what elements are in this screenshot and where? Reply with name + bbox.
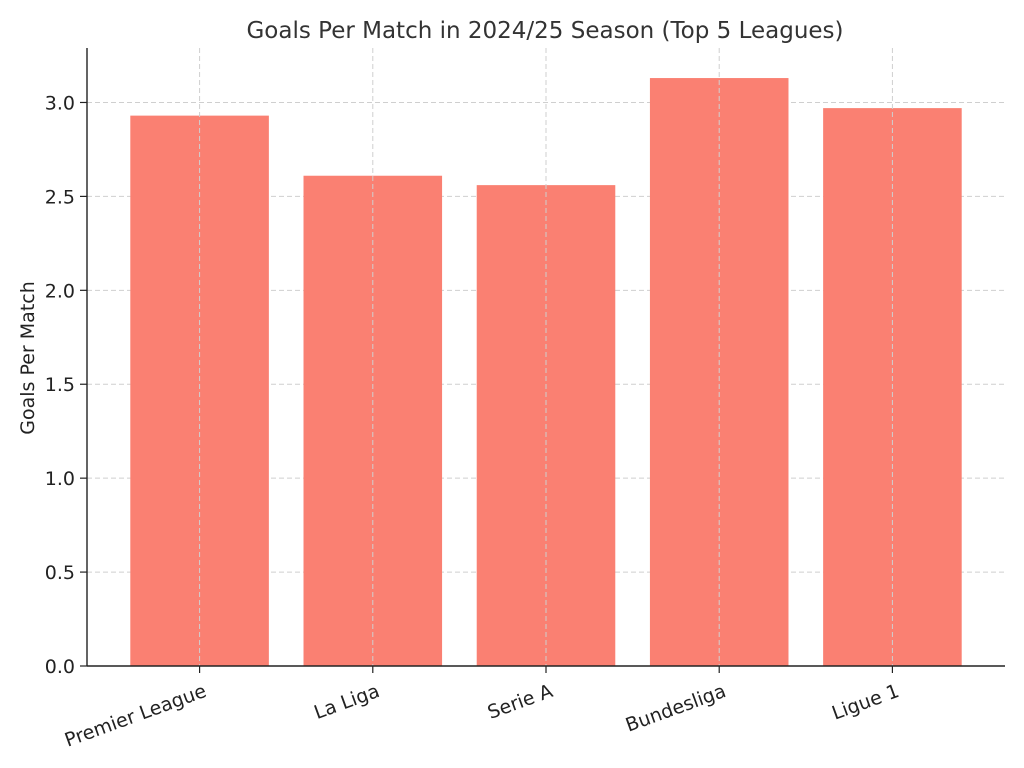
y-tick-label: 1.5 [45,374,75,396]
y-tick-label: 3.0 [45,92,75,114]
x-tick-label: Ligue 1 [829,680,902,725]
y-axis-title: Goals Per Match [17,281,39,435]
x-tick-label: Premier League [62,680,209,752]
y-tick-label: 2.5 [45,186,75,208]
bar [130,115,269,666]
y-tick-label: 0.5 [45,562,75,584]
vertical-grid-layer [199,48,893,666]
x-tick-label: Bundesliga [623,680,729,737]
y-tick-label: 0.0 [45,656,75,678]
y-tick-label: 1.0 [45,468,75,490]
chart-title: Goals Per Match in 2024/25 Season (Top 5… [246,18,843,44]
x-tick-label: La Liga [311,680,382,724]
y-tick-label: 2.0 [45,280,75,302]
x-tick-label: Serie A [485,680,556,724]
